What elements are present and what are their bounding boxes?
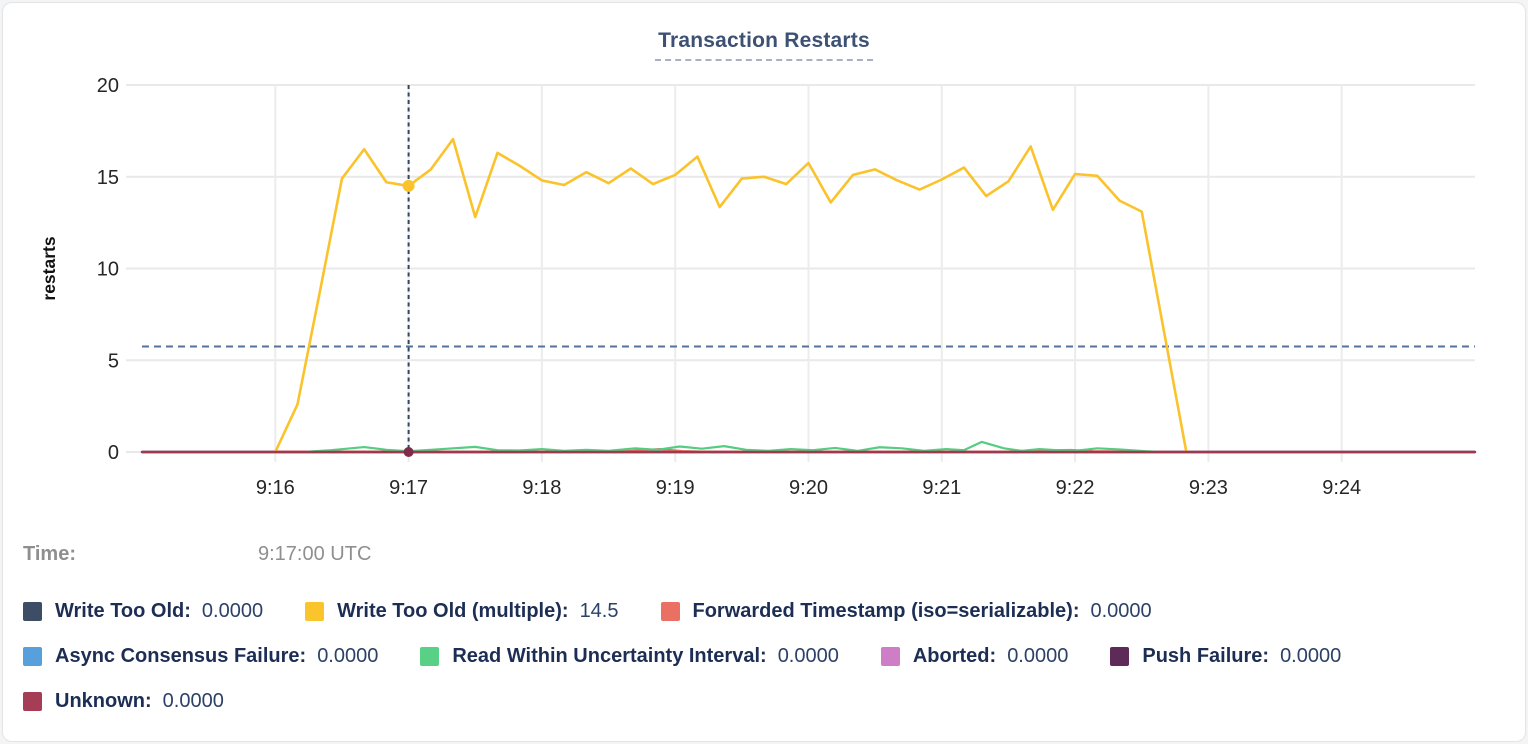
chart-title[interactable]: Transaction Restarts [655, 29, 873, 61]
highlight-dot-write-too-old-multiple [402, 179, 415, 192]
gridlines [126, 84, 1475, 462]
svg-text:15: 15 [97, 167, 119, 189]
legend-value: 14.5 [579, 599, 619, 622]
legend-label: Push Failure: [1142, 644, 1270, 667]
legend-label: Forwarded Timestamp (iso=serializable): [692, 599, 1080, 622]
legend-item-unknown: Unknown: 0.0000 [23, 690, 224, 713]
legend-value: 0.0000 [1090, 599, 1152, 622]
legend-item-write-too-old-multiple: Write Too Old (multiple): 14.5 [305, 599, 619, 623]
y-axis-label: restarts [39, 236, 59, 300]
series-write-too-old-multiple [273, 137, 1188, 454]
chart-title-wrap: Transaction Restarts [3, 29, 1525, 61]
legend-item-read-within-uncertainty-interval: Read Within Uncertainty Interval: 0.0000 [420, 645, 839, 668]
svg-text:10: 10 [97, 259, 119, 281]
legend-item-push-failure: Push Failure: 0.0000 [1110, 645, 1341, 668]
svg-text:5: 5 [108, 350, 119, 372]
legend-swatch-push-failure [1110, 646, 1130, 666]
legend-value: 0.0000 [1007, 644, 1069, 667]
legend-label: Write Too Old: [55, 599, 191, 622]
legend-swatch-write-too-old-multiple [305, 601, 325, 621]
svg-text:9:23: 9:23 [1189, 477, 1228, 499]
svg-text:9:21: 9:21 [922, 477, 961, 499]
svg-text:9:17: 9:17 [389, 477, 428, 499]
svg-text:9:22: 9:22 [1056, 477, 1095, 499]
legend-swatch-read-within-uncertainty-interval [420, 646, 440, 666]
legend-row-3: Unknown: 0.0000 [23, 689, 224, 713]
legend-item-write-too-old: Write Too Old: 0.0000 [23, 600, 263, 623]
highlight-dot-unknown [403, 447, 414, 457]
svg-text:9:18: 9:18 [522, 477, 561, 499]
tooltip-time-label: Time: [23, 543, 76, 565]
legend-label: Read Within Uncertainty Interval: [452, 644, 767, 667]
legend-label: Write Too Old (multiple): [337, 599, 569, 622]
legend-label: Unknown: [55, 689, 152, 712]
legend-value: 0.0000 [777, 644, 839, 667]
legend-row-2: Async Consensus Failure: 0.0000 Read Withi… [23, 644, 1341, 668]
legend-swatch-async-consensus-failure [23, 646, 42, 666]
legend-item-aborted: Aborted: 0.0000 [880, 644, 1069, 668]
legend-value: 0.0000 [1280, 644, 1342, 667]
transaction-restarts-line-chart[interactable]: 0 5 10 15 20 9:16 9:17 9:18 9:19 9:20 9:21 9:22 9:23… [3, 3, 1526, 523]
legend-swatch-forwarded-timestamp [660, 601, 680, 621]
svg-text:9:24: 9:24 [1322, 477, 1361, 499]
legend-value: 0.0000 [201, 599, 264, 622]
legend-label: Aborted: [912, 644, 997, 667]
legend-value: 0.0000 [162, 689, 224, 712]
svg-text:0: 0 [108, 442, 119, 464]
svg-text:9:19: 9:19 [656, 477, 695, 499]
axis-tick-labels: 0 5 10 15 20 9:16 9:17 9:18 9:19 9:20 9:21 9:22 9:23… [97, 75, 1361, 499]
legend-swatch-aborted [880, 646, 900, 666]
legend-item-forwarded-timestamp: Forwarded Timestamp (iso=serializable): 0… [660, 599, 1152, 623]
legend-item-async-consensus-failure: Async Consensus Failure: 0.0000 [23, 645, 378, 668]
svg-text:9:16: 9:16 [256, 477, 295, 499]
hover-time-row: Time: 9:17:00 UTC [3, 543, 1525, 567]
legend-swatch-unknown [23, 691, 42, 711]
legend-label: Async Consensus Failure: [55, 644, 307, 667]
legend-value: 0.0000 [317, 644, 379, 667]
series-read-within-uncertainty-interval [307, 440, 1161, 453]
svg-text:9:20: 9:20 [789, 477, 828, 499]
tooltip-time-value: 9:17:00 UTC [258, 543, 372, 565]
legend-row-1: Write Too Old: 0.0000 Write Too Old (multi… [23, 599, 1152, 623]
svg-text:20: 20 [97, 75, 119, 97]
legend-swatch-write-too-old [23, 601, 42, 621]
